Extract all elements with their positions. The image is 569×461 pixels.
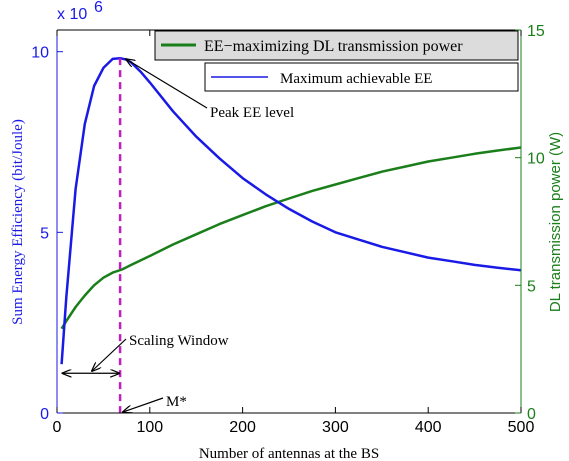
y-right-tick-label-0: 0 xyxy=(527,406,536,423)
peak-ee-pointer-arrow xyxy=(126,59,208,109)
x-tick-label-2: 200 xyxy=(229,419,256,436)
x-tick-label-5: 500 xyxy=(508,419,535,436)
y-right-tick-label-1: 5 xyxy=(527,278,536,295)
scaling-window-pointer-arrow xyxy=(92,338,127,371)
legend-max-ee: Maximum achievable EE xyxy=(204,62,519,92)
legend-max-ee-label: Maximum achievable EE xyxy=(280,71,432,87)
series-line-ee-power xyxy=(60,146,522,330)
y-right-tick-label-2: 10 xyxy=(527,151,545,168)
y-left-tick-label-1: 5 xyxy=(40,225,49,242)
y-left-axis-label: Sum Energy Efficiency (bit/Joule) xyxy=(10,119,26,325)
x-tick-label-0: 0 xyxy=(53,419,62,436)
mstar-pointer-arrow xyxy=(123,397,164,412)
series-line-max-ee xyxy=(60,56,522,365)
legend-ee-power-label: EE−maximizing DL transmission power xyxy=(204,38,463,55)
x-tick-label-1: 100 xyxy=(136,419,163,436)
y-right-axis-label: DL transmission power (W) xyxy=(547,132,564,312)
x-axis-label: Number of antennas at the BS xyxy=(199,446,379,461)
y-right-tick-label-3: 15 xyxy=(527,23,545,40)
plot-area xyxy=(57,30,521,413)
x-tick-label-4: 400 xyxy=(415,419,442,436)
x-tick-label-3: 300 xyxy=(322,419,349,436)
y-left-tick-label-2: 10 xyxy=(31,45,49,62)
scaling-window-label: Scaling Window xyxy=(129,333,229,349)
peak-ee-label: Peak EE level xyxy=(210,105,294,121)
y-exponent-label: x 10 xyxy=(57,6,87,23)
mstar-label: M* xyxy=(166,394,187,410)
series-layer xyxy=(60,56,522,365)
y-exponent-power: 6 xyxy=(94,0,103,16)
legend-ee-power: EE−maximizing DL transmission power xyxy=(154,30,519,61)
y-left-tick-label-0: 0 xyxy=(40,406,49,423)
annotation-layer xyxy=(63,58,208,413)
